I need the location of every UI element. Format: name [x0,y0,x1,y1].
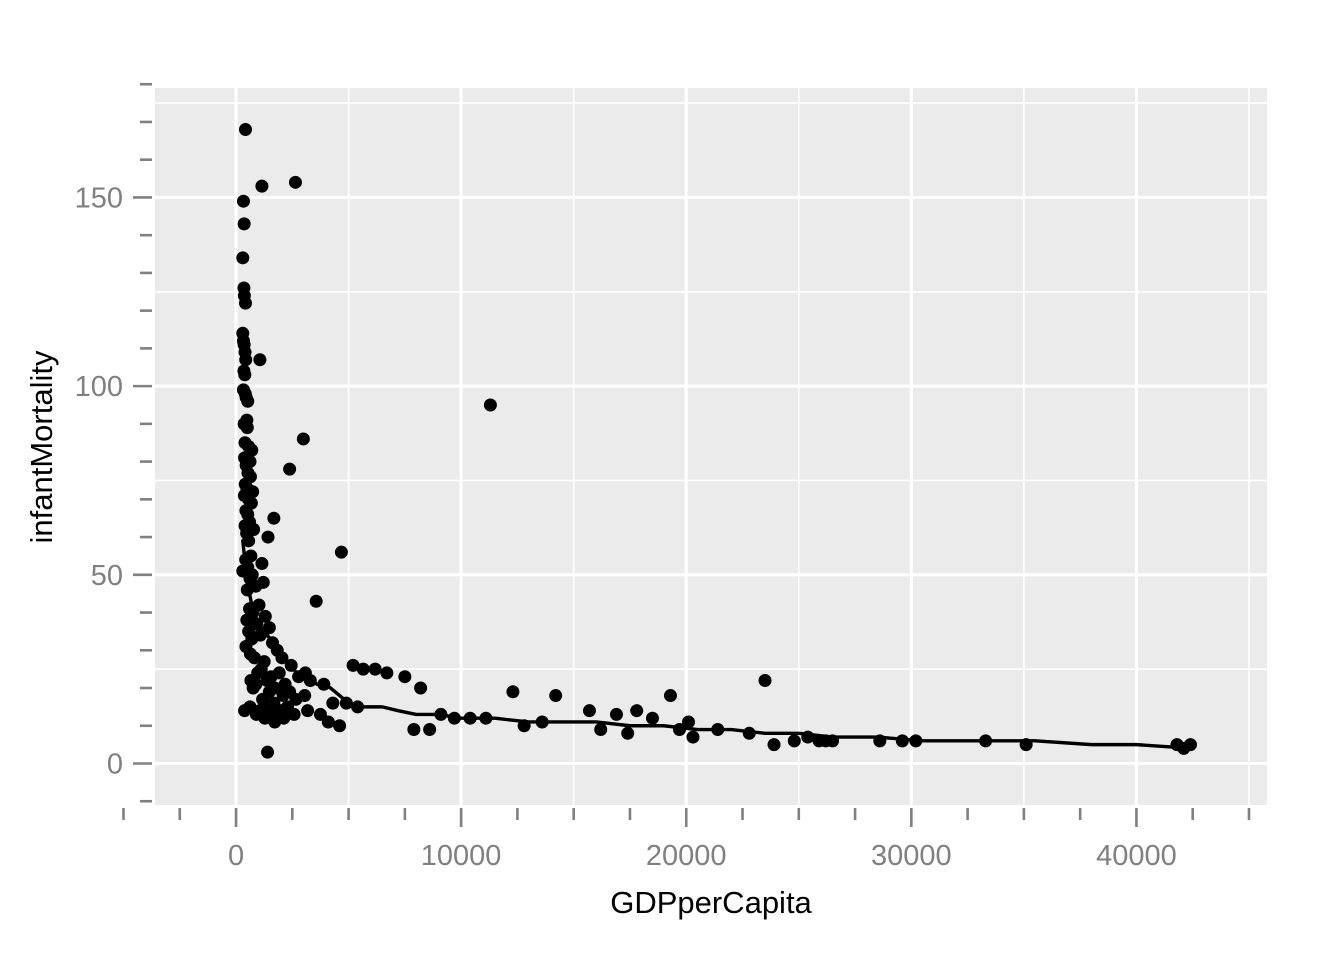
data-point [301,704,315,718]
y-tick-label: 50 [91,560,123,592]
data-point [321,715,335,729]
data-point [787,734,801,748]
x-axis-tick-marks [122,808,1251,827]
x-tick-label: 20000 [646,840,727,872]
data-point [258,609,272,623]
data-point [261,530,275,544]
data-point [767,738,781,752]
x-axis-title: GDPperCapita [610,885,812,920]
data-point [549,689,563,703]
data-point [288,175,302,189]
data-point [239,353,253,367]
data-point [380,666,394,680]
data-point [238,704,252,718]
data-point [686,730,700,744]
data-point [663,689,677,703]
data-point [582,704,596,718]
trend-line [241,539,1195,751]
data-point [296,432,310,446]
data-point [621,726,635,740]
data-point [681,715,695,729]
data-point [309,594,323,608]
data-point [333,719,347,733]
data-point [758,673,772,687]
data-point [414,681,428,695]
x-tick-label: 10000 [421,840,502,872]
data-point [237,217,251,231]
y-tick-label: 100 [75,371,123,403]
y-axis-title: infantMortality [24,350,59,543]
data-point [506,685,520,699]
data-point [630,704,644,718]
x-tick-label: 40000 [1096,840,1177,872]
data-point [246,681,260,695]
data-points [236,123,1197,759]
y-axis-tick-marks [133,82,152,803]
data-point [398,670,412,684]
data-point [236,251,250,265]
y-tick-label: 150 [75,182,123,214]
data-point [346,658,360,672]
data-point [255,179,269,193]
x-axis-tick-labels: 0 10000 20000 30000 40000 [228,840,1177,872]
minor-gridlines [155,88,1267,805]
data-point [287,707,301,721]
data-point [267,511,281,525]
data-point [594,723,608,737]
data-point [255,556,269,570]
data-point [276,689,290,703]
data-point [236,194,250,208]
data-point [240,421,254,435]
data-point [368,662,382,676]
y-tick-label: 0 [107,748,123,780]
data-point [423,723,437,737]
data-point [241,394,255,408]
x-tick-label: 0 [228,840,244,872]
data-point [326,696,340,710]
data-point [407,723,421,737]
data-point [242,534,256,548]
data-point [253,353,267,367]
data-point [645,711,659,725]
x-tick-label: 30000 [871,840,952,872]
data-point [283,462,297,476]
data-point [238,368,252,382]
data-point [334,545,348,559]
y-axis-tick-labels: 0 50 100 150 [75,182,123,780]
data-point [238,296,252,310]
data-point [356,662,370,676]
data-point [268,715,282,729]
data-point [289,692,303,706]
data-point [238,123,252,137]
major-gridlines [155,88,1267,805]
data-point [240,613,254,627]
data-point [609,707,623,721]
data-point [261,745,275,759]
data-point [483,398,497,412]
data-point [249,707,263,721]
plot-panel-background [155,88,1267,805]
